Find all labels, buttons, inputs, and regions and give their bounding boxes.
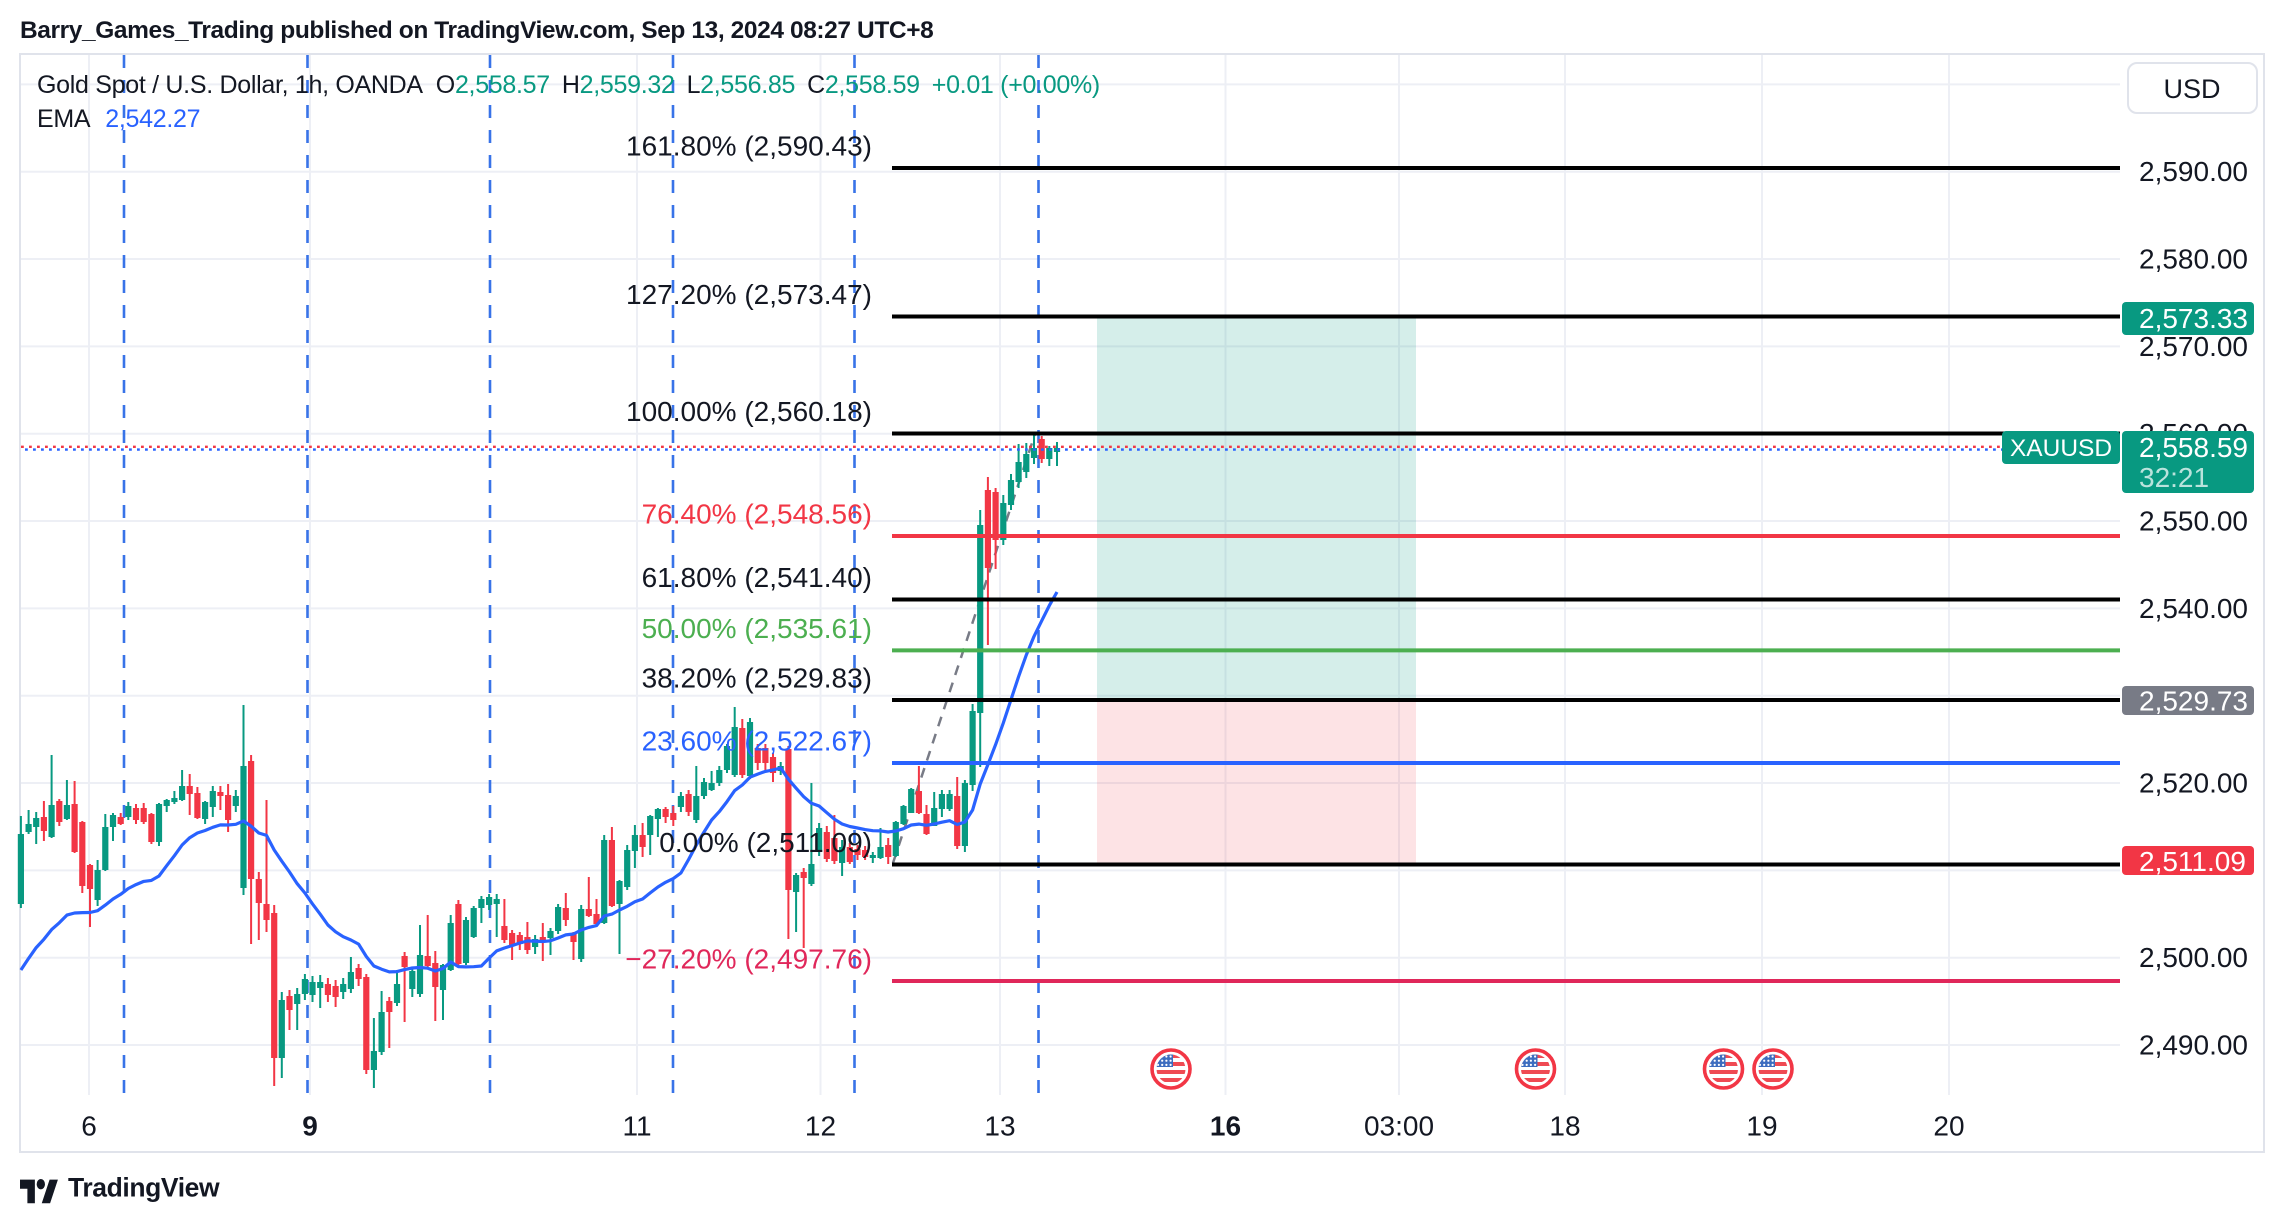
svg-text:Gold Spot / U.S. Dollar, 1h, O: Gold Spot / U.S. Dollar, 1h, OANDA O2,558…	[37, 71, 1100, 99]
svg-text:19: 19	[1746, 1111, 1777, 1142]
svg-text:2,490.00: 2,490.00	[2139, 1030, 2248, 1061]
svg-text:9: 9	[302, 1111, 318, 1142]
svg-text:2,500.00: 2,500.00	[2139, 942, 2248, 973]
svg-text:161.80% (2,590.43): 161.80% (2,590.43)	[626, 131, 872, 162]
svg-text:2,520.00: 2,520.00	[2139, 768, 2248, 799]
svg-text:0.00% (2,511.09): 0.00% (2,511.09)	[659, 827, 872, 858]
svg-text:−27.20% (2,497.76): −27.20% (2,497.76)	[625, 944, 872, 975]
svg-text:13: 13	[984, 1111, 1015, 1142]
svg-text:TradingView: TradingView	[68, 1173, 220, 1203]
svg-text:50.00% (2,535.61): 50.00% (2,535.61)	[642, 613, 872, 644]
svg-text:23.60% (2,522.67): 23.60% (2,522.67)	[642, 726, 872, 757]
svg-text:32:21: 32:21	[2139, 462, 2209, 493]
svg-text:18: 18	[1549, 1111, 1580, 1142]
svg-text:2,590.00: 2,590.00	[2139, 156, 2248, 187]
svg-text:11: 11	[622, 1111, 651, 1142]
svg-text:2,573.33: 2,573.33	[2139, 303, 2248, 334]
svg-text:XAUUSD: XAUUSD	[2010, 435, 2112, 462]
svg-text:03:00: 03:00	[1364, 1111, 1434, 1142]
svg-text:61.80% (2,541.40): 61.80% (2,541.40)	[642, 562, 872, 593]
svg-text:76.40% (2,548.56): 76.40% (2,548.56)	[642, 499, 872, 530]
svg-text:2,511.09: 2,511.09	[2139, 846, 2246, 877]
svg-text:2,540.00: 2,540.00	[2139, 593, 2248, 624]
svg-text:100.00% (2,560.18): 100.00% (2,560.18)	[626, 396, 872, 427]
svg-text:38.20% (2,529.83): 38.20% (2,529.83)	[642, 663, 872, 694]
svg-text:2,550.00: 2,550.00	[2139, 506, 2248, 537]
svg-text:127.20% (2,573.47): 127.20% (2,573.47)	[626, 279, 872, 310]
svg-text:USD: USD	[2163, 74, 2220, 104]
svg-text:2,558.59: 2,558.59	[2139, 432, 2248, 463]
svg-text:6: 6	[81, 1111, 97, 1142]
svg-text:12: 12	[805, 1111, 836, 1142]
svg-text:20: 20	[1933, 1111, 1964, 1142]
svg-text:2,529.73: 2,529.73	[2139, 686, 2248, 717]
svg-text:2,580.00: 2,580.00	[2139, 244, 2248, 275]
svg-text:16: 16	[1210, 1111, 1241, 1142]
svg-text:2,570.00: 2,570.00	[2139, 331, 2248, 362]
